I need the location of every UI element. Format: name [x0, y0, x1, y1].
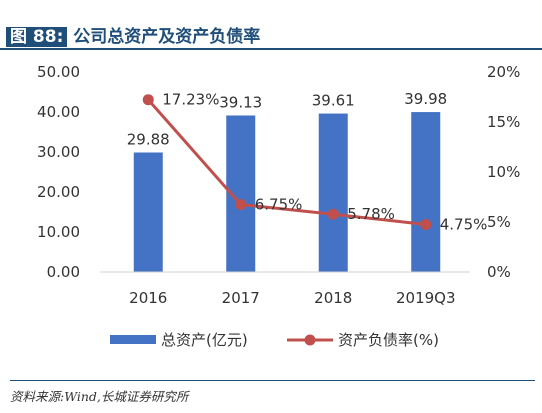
legend: 总资产(亿元) 资产负债率(%) — [110, 331, 439, 349]
series-line — [147, 98, 426, 226]
right-axis-tick-label: 0% — [487, 263, 511, 281]
left-axis-tick-label: 0.00 — [47, 263, 80, 281]
line-data-label: 17.23% — [162, 91, 219, 109]
figure-title-text: 公司总资产及资产负债率 — [73, 27, 261, 47]
x-axis-ticks: 2016 2017 2018 2019Q3 — [129, 289, 455, 307]
left-axis-tick-label: 20.00 — [37, 183, 80, 201]
right-axis-tick-label: 10% — [487, 163, 520, 181]
x-axis-tick-label: 2019Q3 — [396, 289, 456, 307]
figure-title-bar: 图 88: 公司总资产及资产负债率 — [0, 19, 542, 50]
line-data-label: 6.75% — [255, 196, 303, 214]
bar — [318, 113, 348, 272]
line-point — [142, 94, 154, 106]
bar — [411, 112, 441, 272]
bar-data-label: 39.61 — [312, 92, 355, 110]
x-axis-tick-label: 2016 — [129, 289, 167, 307]
legend-swatch-bar — [110, 335, 156, 344]
bar — [133, 152, 163, 272]
bar-data-label: 39.98 — [404, 90, 447, 108]
legend-label-bar: 总资产(亿元) — [161, 331, 248, 349]
line-series: 17.23% 6.75% 5.78% 4.75% — [142, 91, 488, 234]
right-axis-tick-label: 15% — [487, 113, 520, 131]
left-axis-tick-label: 40.00 — [37, 103, 80, 121]
line-data-label: 4.75% — [440, 216, 488, 234]
bar-data-label: 39.13 — [219, 93, 262, 111]
figure-title: 图 88: 公司总资产及资产负债率 — [6, 22, 261, 47]
legend-swatch-marker — [304, 334, 316, 346]
left-axis-tick-label: 10.00 — [37, 223, 80, 241]
title-underline — [0, 48, 542, 50]
left-axis-tick-label: 30.00 — [37, 143, 80, 161]
bar-data-label: 29.88 — [127, 130, 170, 148]
bar-series: 29.88 39.13 39.61 39.98 — [127, 90, 447, 272]
left-axis: 0.00 10.00 20.00 30.00 40.00 50.00 — [37, 63, 80, 281]
line-point — [327, 208, 339, 220]
right-axis-tick-label: 5% — [487, 213, 511, 231]
line-point — [420, 219, 432, 230]
right-axis-tick-label: 20% — [487, 63, 520, 81]
figure-label: 图 88: — [6, 27, 68, 47]
left-axis-tick-label: 50.00 — [37, 63, 80, 81]
legend-label-line: 资产负债率(%) — [338, 331, 439, 349]
line-data-label: 5.78% — [347, 205, 395, 223]
x-axis-tick-label: 2017 — [222, 289, 260, 307]
x-axis-tick-label: 2018 — [314, 289, 352, 307]
source-note: 资料来源:Wind,长城证券研究所 — [10, 389, 189, 404]
line-point — [235, 199, 247, 210]
source-rule — [10, 380, 535, 381]
right-axis: 0% 5% 10% 15% 20% — [487, 63, 520, 281]
